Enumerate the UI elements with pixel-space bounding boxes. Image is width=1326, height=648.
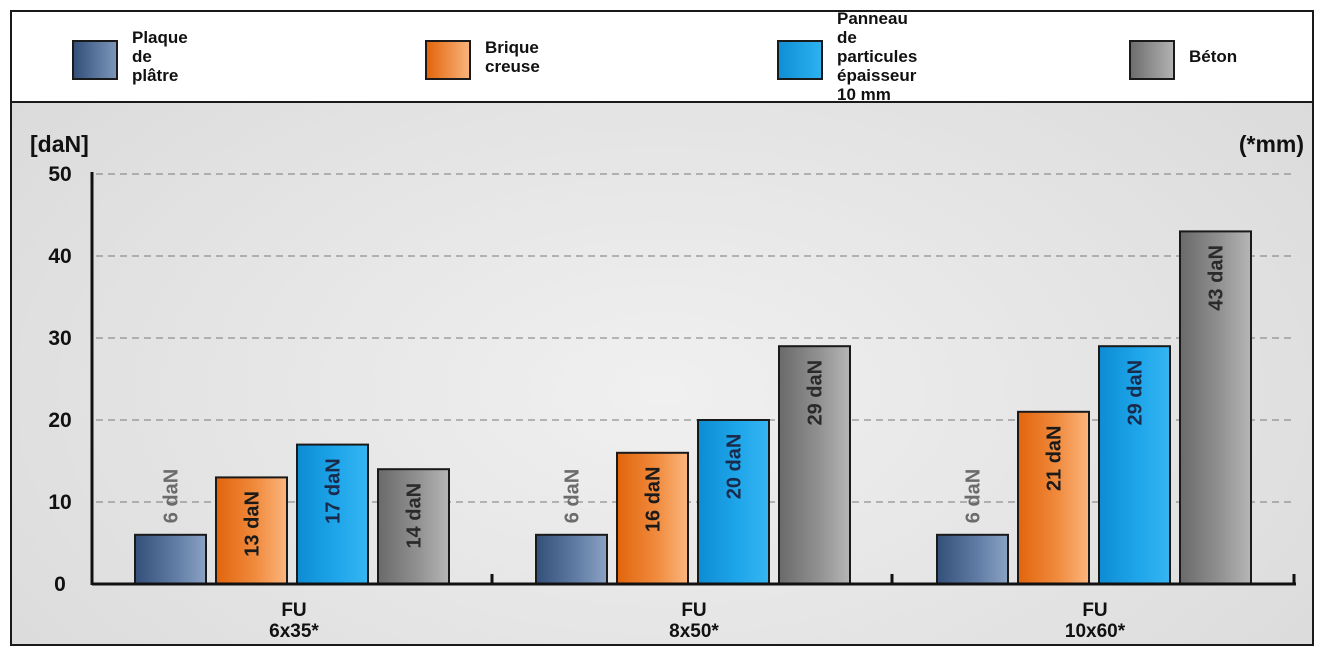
y-tick-label: 20 [48, 409, 71, 432]
x-category-label-line2: 10x60* [1065, 621, 1126, 642]
chart-frame: Plaque de plâtre Brique creuse Panneau de … [10, 10, 1314, 646]
bar-brique-creuse [616, 451, 689, 585]
bar-plaque-de-platre [936, 533, 1009, 585]
y-tick-label: 0 [54, 573, 66, 596]
legend-label: Plaque de plâtre [132, 28, 188, 85]
legend-swatch [72, 40, 118, 80]
bar-beton [1179, 230, 1252, 585]
bar-plaque-de-platre [535, 533, 608, 585]
chart-legend: Plaque de plâtre Brique creuse Panneau de … [12, 10, 1312, 104]
bar-value-label: 29 daN [805, 360, 827, 426]
unit-note: (*mm) [1239, 131, 1304, 157]
legend-label: Béton [1189, 47, 1238, 66]
bar-value-label: 20 daN [724, 434, 746, 500]
bar-value-label: 14 daN [404, 483, 426, 549]
y-axis-label: [daN] [30, 131, 89, 157]
bar-brique-creuse [215, 476, 288, 585]
bar-value-label: 43 daN [1206, 245, 1228, 311]
x-category-label-line1: FU [281, 600, 306, 621]
y-tick-label: 30 [48, 327, 71, 350]
legend-swatch [1129, 40, 1175, 80]
bar-value-label: 16 daN [643, 467, 665, 533]
x-category-label-line1: FU [681, 600, 706, 621]
legend-label: Panneau de particules épaisseur 10 mm [837, 10, 918, 104]
legend-swatch [777, 40, 823, 80]
bar-value-label: 21 daN [1044, 426, 1066, 492]
bar-beton [778, 345, 851, 586]
x-category-label-line2: 6x35* [269, 621, 319, 642]
bar-beton [377, 468, 450, 586]
bar-value-label: 6 daN [562, 469, 584, 523]
x-category-label-line1: FU [1082, 600, 1107, 621]
y-tick-label: 50 [48, 163, 71, 186]
bar-value-label: 29 daN [1125, 360, 1147, 426]
y-tick-label: 40 [48, 245, 71, 268]
legend-label: Brique creuse [485, 37, 540, 76]
bar-value-label: 6 daN [963, 469, 985, 523]
bar-value-label: 17 daN [323, 458, 345, 524]
bar-value-label: 13 daN [242, 491, 264, 557]
bar-value-label: 6 daN [161, 469, 183, 523]
y-tick-label: 10 [48, 491, 71, 514]
x-category-label-line2: 8x50* [669, 621, 719, 642]
bar-panneau-de-particules [1098, 345, 1171, 586]
bar-panneau-de-particules [697, 419, 770, 585]
legend-swatch [425, 40, 471, 80]
bar-panneau-de-particules [296, 443, 369, 585]
bar-plaque-de-platre [134, 533, 207, 585]
bar-brique-creuse [1017, 410, 1090, 585]
